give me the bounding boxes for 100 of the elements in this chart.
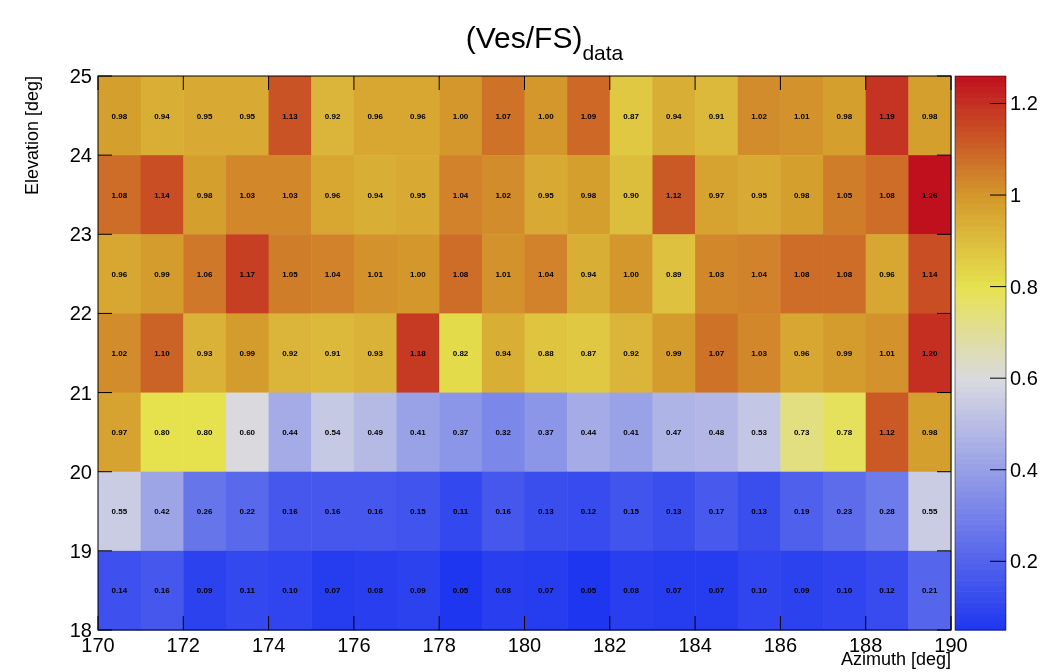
data-label: 1.20 [921,349,939,358]
y-tick-label: 19 [69,539,92,562]
data-label: 0.49 [367,428,384,438]
data-label: 0.12 [879,586,896,596]
data-label: 0.97 [708,190,725,200]
data-label: 1.07 [708,349,725,358]
x-tick-label: 172 [166,634,200,656]
data-label: 0.80 [196,428,213,438]
data-label: 0.10 [751,586,768,596]
data-label: 0.54 [324,428,341,438]
data-label: 1.10 [154,349,171,358]
data-label: 1.12 [879,428,896,438]
data-label: 0.95 [239,111,256,121]
y-tick-label: 20 [69,460,92,483]
data-label: 0.13 [665,507,683,517]
x-tick-label: 180 [507,634,542,656]
data-label: 1.08 [793,269,811,279]
y-tick-label: 25 [69,65,92,87]
data-label: 0.11 [239,586,256,596]
data-label: 1.00 [452,111,469,121]
data-label: 0.95 [196,111,213,121]
x-tick-label: 184 [678,634,712,656]
data-label: 0.15 [410,507,427,517]
data-label: 0.09 [410,586,427,596]
data-label: 0.99 [239,349,256,358]
data-label: 0.55 [111,507,128,517]
x-tick-label: 186 [763,634,798,656]
data-label: 0.44 [282,428,299,438]
data-label: 0.07 [708,586,725,596]
data-label: 0.95 [751,190,768,200]
data-label: 0.93 [367,349,384,358]
x-tick-label: 176 [337,634,371,656]
data-label: 1.03 [708,269,725,279]
y-tick-label: 23 [69,223,92,246]
data-label: 0.09 [793,586,811,596]
data-label: 0.98 [836,111,853,121]
data-label: 0.55 [921,507,939,517]
data-label: 0.94 [580,269,597,279]
y-axis-title: Elevation [deg] [22,76,42,196]
data-label: 0.19 [793,507,811,517]
data-label: 0.91 [708,111,725,121]
data-label: 0.16 [154,586,171,596]
data-label: 0.96 [879,269,896,279]
data-label: 0.95 [538,190,555,200]
data-label: 1.14 [921,269,939,279]
data-label: 0.98 [793,190,811,200]
data-label: 0.05 [580,586,597,596]
data-label: 0.92 [324,111,341,121]
data-label: 1.00 [410,269,427,279]
data-label: 0.96 [410,111,427,121]
data-label: 0.09 [196,586,213,596]
color-bar-label: 0.6 [1010,367,1038,390]
data-label: 0.44 [580,428,597,438]
data-label: 0.37 [538,428,555,438]
data-label: 0.17 [708,507,725,517]
data-label: 0.10 [282,586,299,596]
data-label: 0.48 [708,428,725,438]
data-label: 0.22 [239,507,256,517]
color-bar-label: 0.4 [1010,458,1038,481]
data-label: 0.41 [410,428,427,438]
data-label: 0.94 [495,349,512,358]
data-label: 0.78 [836,428,853,438]
y-tick-label: 24 [69,144,92,167]
data-label: 0.93 [196,349,213,358]
data-label: 0.15 [623,507,640,517]
data-label: 1.04 [538,269,555,279]
data-label: 0.98 [196,190,213,200]
data-label: 1.00 [538,111,555,121]
data-label: 0.94 [154,111,171,121]
data-label: 0.98 [580,190,597,200]
data-label: 0.08 [367,586,384,596]
data-label: 0.90 [623,190,640,200]
data-label: 1.01 [495,269,512,279]
data-label: 0.94 [665,111,683,121]
data-label: 0.99 [836,349,853,358]
data-label: 0.10 [836,586,853,596]
data-label: 0.82 [452,349,469,358]
data-label: 0.60 [239,428,256,438]
color-bar-label: 1 [1010,184,1022,207]
data-label: 1.04 [751,269,768,279]
data-label: 1.05 [282,269,299,279]
x-tick-label: 178 [422,634,456,656]
data-label: 0.13 [751,507,768,517]
data-label: 0.12 [580,507,597,517]
data-label: 1.01 [367,269,384,279]
data-label: 0.99 [665,349,683,358]
color-bar-label: 0.2 [1010,550,1038,573]
data-label: 0.98 [921,428,939,438]
data-label: 0.23 [836,507,853,517]
data-label: 1.08 [452,269,469,279]
data-label: 0.07 [538,586,555,596]
data-label: 1.02 [111,349,128,358]
data-label: 1.03 [751,349,768,358]
data-label: 0.80 [154,428,171,438]
data-label: 1.02 [751,111,768,121]
data-label: 1.17 [239,269,256,279]
data-label: 1.07 [495,111,512,121]
data-label: 0.16 [367,507,384,517]
data-label: 0.16 [324,507,341,517]
data-label: 0.41 [623,428,640,438]
